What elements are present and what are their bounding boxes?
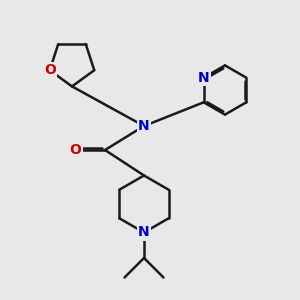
Text: N: N bbox=[138, 119, 150, 133]
Text: O: O bbox=[44, 63, 56, 77]
Text: N: N bbox=[138, 226, 150, 239]
Text: N: N bbox=[198, 71, 209, 85]
Text: O: O bbox=[69, 143, 81, 157]
